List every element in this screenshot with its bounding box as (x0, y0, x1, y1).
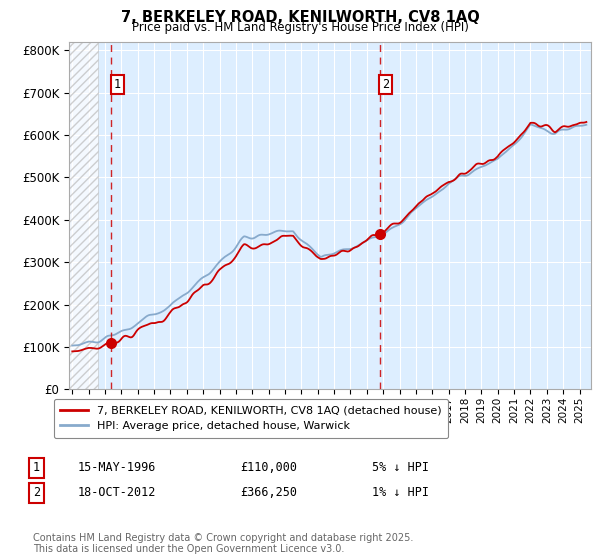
7, BERKELEY ROAD, KENILWORTH, CV8 1AQ (detached house) (272, 237, 279, 244)
7, BERKELEY ROAD, KENILWORTH, CV8 1AQ (detached house) (352, 244, 359, 250)
Text: 1: 1 (33, 461, 40, 474)
Text: £366,250: £366,250 (240, 486, 297, 500)
7, BERKELEY ROAD, KENILWORTH, CV8 1AQ (detached house) (563, 123, 571, 130)
7, BERKELEY ROAD, KENILWORTH, CV8 1AQ (detached house) (386, 222, 394, 229)
7, BERKELEY ROAD, KENILWORTH, CV8 1AQ (detached house) (85, 344, 92, 351)
7, BERKELEY ROAD, KENILWORTH, CV8 1AQ (detached house) (583, 119, 590, 125)
HPI: Average price, detached house, Warwick: (2.01e+03, 3.78e+05): Average price, detached house, Warwick: … (386, 226, 394, 232)
Line: HPI: Average price, detached house, Warwick: HPI: Average price, detached house, Warw… (72, 124, 586, 346)
HPI: Average price, detached house, Warwick: (2.03e+03, 6.25e+05): Average price, detached house, Warwick: … (583, 122, 590, 128)
Legend: 7, BERKELEY ROAD, KENILWORTH, CV8 1AQ (detached house), HPI: Average price, deta: 7, BERKELEY ROAD, KENILWORTH, CV8 1AQ (d… (53, 399, 448, 438)
Text: 15-MAY-1996: 15-MAY-1996 (78, 461, 157, 474)
Line: 7, BERKELEY ROAD, KENILWORTH, CV8 1AQ (detached house): 7, BERKELEY ROAD, KENILWORTH, CV8 1AQ (d… (72, 122, 586, 351)
HPI: Average price, detached house, Warwick: (1.99e+03, 1.03e+05): Average price, detached house, Warwick: … (68, 342, 76, 349)
HPI: Average price, detached house, Warwick: (2e+03, 1.12e+05): Average price, detached house, Warwick: … (85, 338, 92, 345)
HPI: Average price, detached house, Warwick: (2.02e+03, 6.13e+05): Average price, detached house, Warwick: … (560, 126, 567, 133)
Text: 7, BERKELEY ROAD, KENILWORTH, CV8 1AQ: 7, BERKELEY ROAD, KENILWORTH, CV8 1AQ (121, 10, 479, 25)
Text: 2: 2 (33, 486, 40, 500)
Text: Price paid vs. HM Land Registry's House Price Index (HPI): Price paid vs. HM Land Registry's House … (131, 21, 469, 34)
HPI: Average price, detached house, Warwick: (2.01e+03, 3.72e+05): Average price, detached house, Warwick: … (272, 228, 279, 235)
Text: 1% ↓ HPI: 1% ↓ HPI (372, 486, 429, 500)
Text: 1: 1 (113, 78, 121, 91)
HPI: Average price, detached house, Warwick: (2.02e+03, 6.14e+05): Average price, detached house, Warwick: … (565, 126, 572, 133)
HPI: Average price, detached house, Warwick: (2.02e+03, 6.25e+05): Average price, detached house, Warwick: … (527, 121, 534, 128)
Text: 2: 2 (382, 78, 389, 91)
Text: Contains HM Land Registry data © Crown copyright and database right 2025.
This d: Contains HM Land Registry data © Crown c… (33, 533, 413, 554)
7, BERKELEY ROAD, KENILWORTH, CV8 1AQ (detached house) (68, 348, 76, 354)
Text: 5% ↓ HPI: 5% ↓ HPI (372, 461, 429, 474)
Text: 18-OCT-2012: 18-OCT-2012 (78, 486, 157, 500)
Bar (69, 42, 98, 389)
7, BERKELEY ROAD, KENILWORTH, CV8 1AQ (detached house) (558, 124, 565, 130)
Text: £110,000: £110,000 (240, 461, 297, 474)
HPI: Average price, detached house, Warwick: (2.01e+03, 3.36e+05): Average price, detached house, Warwick: … (352, 244, 359, 250)
